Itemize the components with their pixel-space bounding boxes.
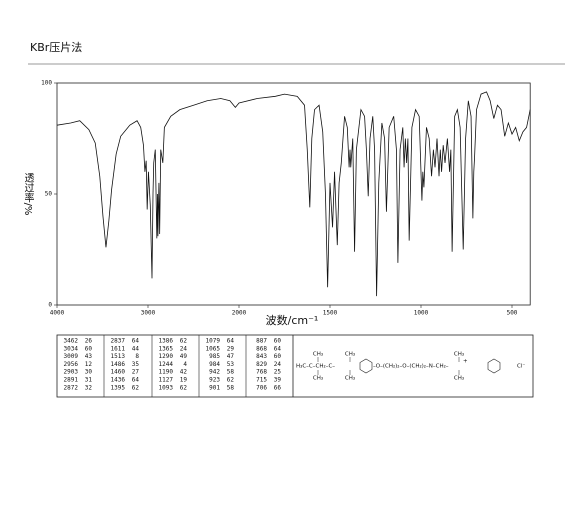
peak-transmittance: 31 bbox=[85, 377, 93, 384]
peak-wavenumber: 984 bbox=[209, 361, 220, 368]
peak-wavenumber: 1486 bbox=[111, 361, 126, 368]
x-tick-label: 2000 bbox=[232, 310, 247, 317]
peak-wavenumber: 1611 bbox=[111, 345, 126, 352]
peak-transmittance: 43 bbox=[85, 353, 93, 360]
peak-transmittance: 35 bbox=[132, 361, 140, 368]
x-tick-label: 3000 bbox=[141, 310, 156, 317]
structure-label: Cl⁻ bbox=[517, 364, 525, 370]
peak-transmittance: 44 bbox=[132, 345, 140, 352]
peak-transmittance: 24 bbox=[274, 361, 282, 368]
structure-label: H₃C–C–CH₂–C– bbox=[296, 364, 335, 370]
peak-transmittance: 29 bbox=[227, 345, 235, 352]
peak-transmittance: 25 bbox=[274, 369, 282, 376]
peak-wavenumber: 768 bbox=[256, 369, 267, 376]
peak-transmittance: 47 bbox=[227, 353, 235, 360]
peak-transmittance: 58 bbox=[227, 369, 235, 376]
peak-wavenumber: 2837 bbox=[111, 338, 126, 345]
peak-wavenumber: 1513 bbox=[111, 353, 126, 360]
peak-wavenumber: 1079 bbox=[206, 338, 221, 345]
peak-wavenumber: 3009 bbox=[64, 353, 79, 360]
benzene-ring bbox=[487, 358, 501, 374]
peak-transmittance: 62 bbox=[180, 338, 188, 345]
peak-transmittance: 66 bbox=[274, 384, 282, 391]
spectrum-line bbox=[56, 91, 531, 297]
peak-transmittance: 62 bbox=[180, 384, 188, 391]
peak-transmittance: 26 bbox=[85, 338, 93, 345]
benzene-ring bbox=[359, 358, 373, 374]
structure-label: CH₃ bbox=[454, 352, 464, 358]
peak-wavenumber: 1386 bbox=[159, 338, 174, 345]
peak-transmittance: 64 bbox=[274, 345, 282, 352]
structure-label: CH₃ bbox=[345, 376, 355, 382]
peak-transmittance: 30 bbox=[85, 369, 93, 376]
peak-wavenumber: 985 bbox=[209, 353, 220, 360]
structure-label: + bbox=[463, 359, 468, 365]
peak-transmittance: 62 bbox=[227, 377, 235, 384]
peak-wavenumber: 706 bbox=[256, 384, 267, 391]
peak-transmittance: 64 bbox=[132, 338, 140, 345]
peak-wavenumber: 868 bbox=[256, 345, 267, 352]
structure-label: CH₃ bbox=[313, 352, 323, 358]
peak-wavenumber: 1460 bbox=[111, 369, 126, 376]
peak-transmittance: 27 bbox=[132, 369, 140, 376]
peak-wavenumber: 2891 bbox=[64, 377, 79, 384]
x-axis-label: 波数/cm⁻¹ bbox=[266, 314, 319, 327]
peak-wavenumber: 715 bbox=[256, 377, 267, 384]
table-frame bbox=[56, 334, 534, 398]
peak-wavenumber: 1436 bbox=[111, 377, 126, 384]
structure-label: –O–(CH₂)₂–O–(CH₂)₂–N–CH₂– bbox=[373, 364, 449, 370]
x-tick-label: 500 bbox=[507, 310, 518, 317]
peak-transmittance: 24 bbox=[180, 345, 188, 352]
peak-wavenumber: 829 bbox=[256, 361, 267, 368]
peak-wavenumber: 1290 bbox=[159, 353, 174, 360]
peak-wavenumber: 2956 bbox=[64, 361, 79, 368]
peak-transmittance: 8 bbox=[135, 353, 139, 360]
peak-wavenumber: 1365 bbox=[159, 345, 174, 352]
peak-transmittance: 4 bbox=[183, 361, 187, 368]
peak-wavenumber: 3034 bbox=[64, 345, 79, 352]
peak-wavenumber: 843 bbox=[256, 353, 267, 360]
x-tick-label: 4000 bbox=[50, 310, 65, 317]
structure-label: CH₃ bbox=[313, 376, 323, 382]
peak-wavenumber: 1093 bbox=[159, 384, 174, 391]
peak-transmittance: 58 bbox=[227, 384, 235, 391]
peak-wavenumber: 901 bbox=[209, 384, 220, 391]
y-tick-label: 50 bbox=[45, 191, 53, 198]
peak-wavenumber: 1190 bbox=[159, 369, 174, 376]
peak-wavenumber: 887 bbox=[256, 338, 267, 345]
peak-transmittance: 64 bbox=[227, 338, 235, 345]
x-tick-label: 1000 bbox=[414, 310, 429, 317]
plot-frame bbox=[56, 82, 531, 306]
structure-label: CH₃ bbox=[345, 352, 355, 358]
peak-wavenumber: 1244 bbox=[159, 361, 174, 368]
peak-transmittance: 60 bbox=[274, 338, 282, 345]
y-tick-label: 100 bbox=[41, 80, 52, 87]
peak-wavenumber: 3462 bbox=[64, 338, 79, 345]
peak-transmittance: 60 bbox=[274, 353, 282, 360]
peak-transmittance: 60 bbox=[85, 345, 93, 352]
peak-transmittance: 32 bbox=[85, 384, 93, 391]
peak-transmittance: 64 bbox=[132, 377, 140, 384]
peak-transmittance: 49 bbox=[180, 353, 188, 360]
peak-wavenumber: 923 bbox=[209, 377, 220, 384]
x-tick-label: 1500 bbox=[323, 310, 338, 317]
peak-transmittance: 19 bbox=[180, 377, 188, 384]
peak-wavenumber: 1395 bbox=[111, 384, 126, 391]
peak-wavenumber: 942 bbox=[209, 369, 220, 376]
structure-label: CH₃ bbox=[454, 376, 464, 382]
peak-transmittance: 62 bbox=[132, 384, 140, 391]
peak-wavenumber: 2872 bbox=[64, 384, 79, 391]
peak-wavenumber: 1127 bbox=[159, 377, 174, 384]
y-axis-label: 透过率/% bbox=[22, 172, 34, 215]
y-tick-label: 0 bbox=[48, 302, 52, 309]
peak-wavenumber: 1065 bbox=[206, 345, 221, 352]
peak-wavenumber: 2903 bbox=[64, 369, 79, 376]
peak-transmittance: 39 bbox=[274, 377, 282, 384]
peak-transmittance: 42 bbox=[180, 369, 188, 376]
peak-transmittance: 53 bbox=[227, 361, 235, 368]
peak-transmittance: 12 bbox=[85, 361, 93, 368]
header-title: KBr压片法 bbox=[30, 40, 82, 54]
